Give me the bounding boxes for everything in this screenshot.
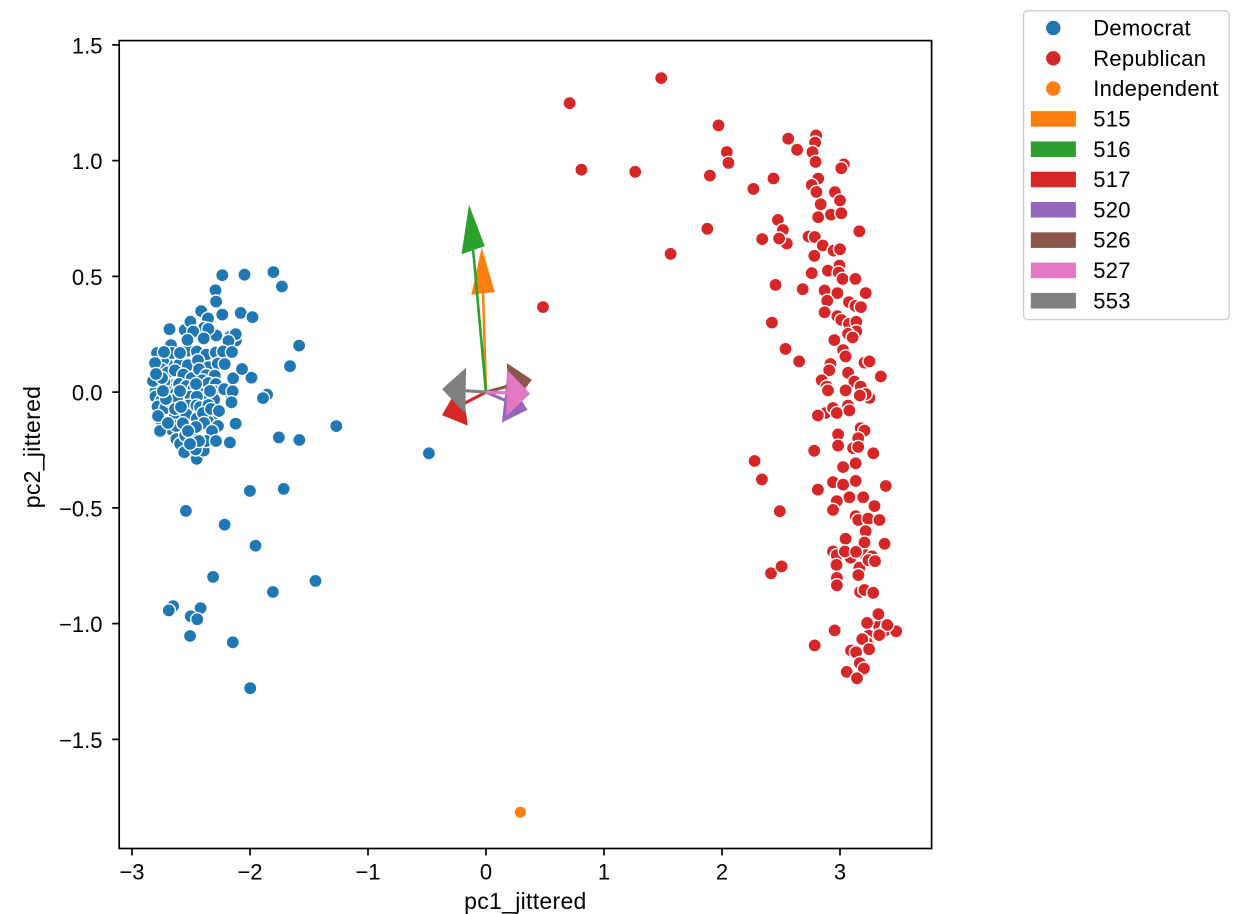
svg-text:1: 1 xyxy=(598,860,610,885)
svg-text:−3: −3 xyxy=(119,860,144,885)
svg-text:520: 520 xyxy=(1093,197,1131,222)
svg-text:Democrat: Democrat xyxy=(1093,16,1191,41)
svg-text:527: 527 xyxy=(1093,258,1131,283)
svg-text:2: 2 xyxy=(716,860,728,885)
svg-text:3: 3 xyxy=(834,860,846,885)
svg-text:0.5: 0.5 xyxy=(72,265,103,290)
svg-text:517: 517 xyxy=(1093,167,1131,192)
svg-text:516: 516 xyxy=(1093,137,1131,162)
svg-text:0.0: 0.0 xyxy=(72,381,103,406)
svg-text:1.5: 1.5 xyxy=(72,34,103,59)
svg-text:−1: −1 xyxy=(355,860,380,885)
svg-text:553: 553 xyxy=(1093,288,1131,313)
svg-text:−0.5: −0.5 xyxy=(59,497,102,522)
svg-text:pc2_jittered: pc2_jittered xyxy=(19,386,45,509)
svg-text:−2: −2 xyxy=(237,860,262,885)
svg-text:pc1_jittered: pc1_jittered xyxy=(464,888,587,914)
svg-text:1.0: 1.0 xyxy=(72,149,103,174)
svg-text:515: 515 xyxy=(1093,107,1131,132)
svg-text:−1.0: −1.0 xyxy=(59,612,102,637)
svg-text:0: 0 xyxy=(480,860,492,885)
svg-text:526: 526 xyxy=(1093,228,1131,253)
svg-text:Independent: Independent xyxy=(1093,76,1219,101)
svg-text:Republican: Republican xyxy=(1093,46,1206,71)
svg-text:−1.5: −1.5 xyxy=(59,728,102,753)
